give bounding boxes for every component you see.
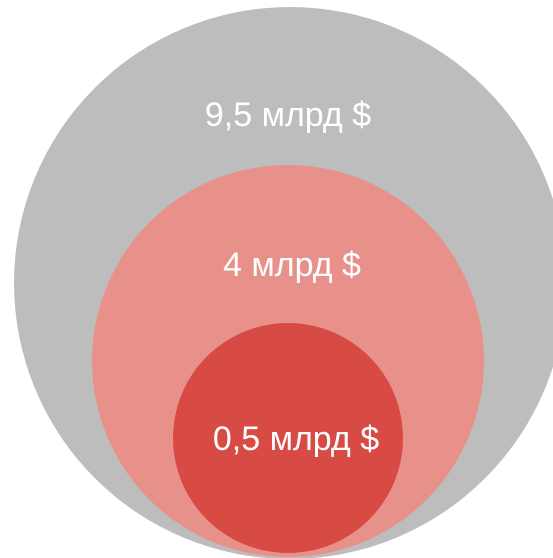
middle-circle-label: 4 млрд $ bbox=[223, 246, 361, 284]
inner-circle-label: 0,5 млрд $ bbox=[213, 420, 379, 458]
outer-circle-label: 9,5 млрд $ bbox=[205, 96, 371, 134]
inner-circle bbox=[173, 323, 403, 553]
